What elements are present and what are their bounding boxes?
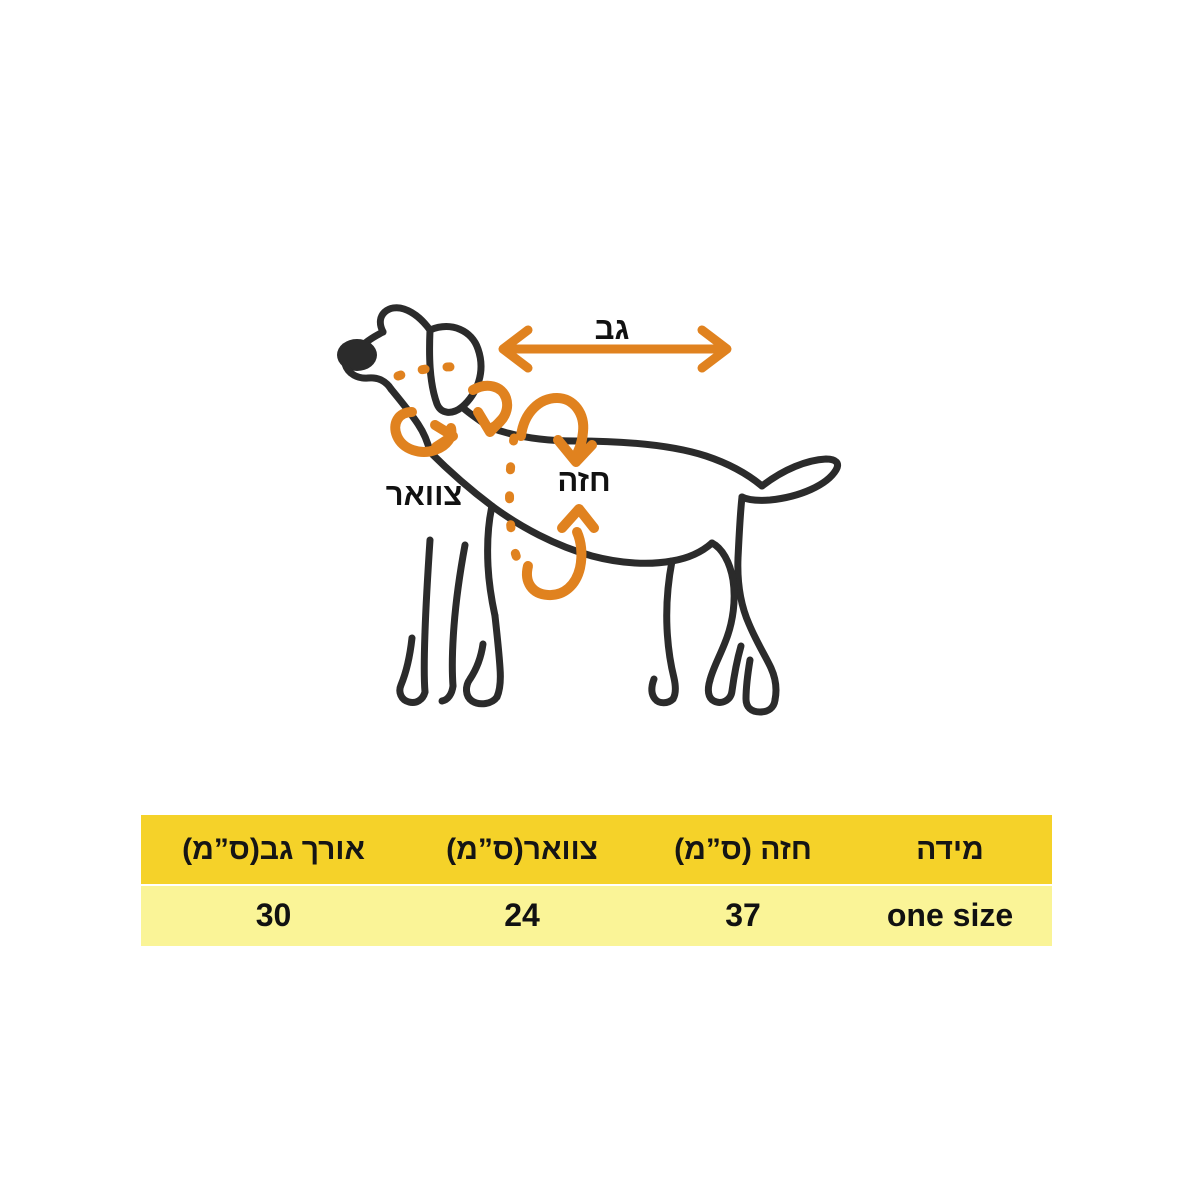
back-measure-arrow-icon xyxy=(498,325,732,373)
label-neck: צוואר xyxy=(386,477,463,512)
column-header-chest: חזה (ס”מ) xyxy=(674,832,812,866)
dog-outline-icon xyxy=(337,304,841,716)
table-row: 30 24 37 one size xyxy=(141,884,1052,946)
column-header-back-length: אורך גב(ס”מ) xyxy=(182,832,365,866)
cell-chest: 37 xyxy=(725,896,761,933)
cell-back-length: 30 xyxy=(255,896,292,933)
chest-bottom-arrow-icon xyxy=(522,504,599,601)
measurement-annotations xyxy=(390,325,732,601)
label-chest: חזה xyxy=(557,463,610,498)
table-header-row: אורך גב(ס”מ) צוואר(ס”מ) חזה (ס”מ) מידה xyxy=(141,815,1052,884)
size-chart-table: אורך גב(ס”מ) צוואר(ס”מ) חזה (ס”מ) מידה 3… xyxy=(141,815,1052,946)
neck-measure-arrow-icon xyxy=(390,407,458,457)
cell-size: one size xyxy=(886,896,1014,933)
chest-top-arrow-icon xyxy=(516,393,597,467)
cell-neck: 24 xyxy=(504,896,540,933)
column-header-neck: צוואר(ס”מ) xyxy=(446,832,598,866)
label-back: גב xyxy=(595,311,630,346)
neck-top-arrow-icon xyxy=(468,380,513,437)
neck-dashed-guide-icon xyxy=(393,362,467,381)
dog-measurement-diagram: גב צוואר חזה xyxy=(337,304,841,716)
table-row-divider xyxy=(141,884,1052,886)
chest-dashed-guide-icon xyxy=(505,433,527,575)
column-header-size: מידה xyxy=(916,832,984,866)
